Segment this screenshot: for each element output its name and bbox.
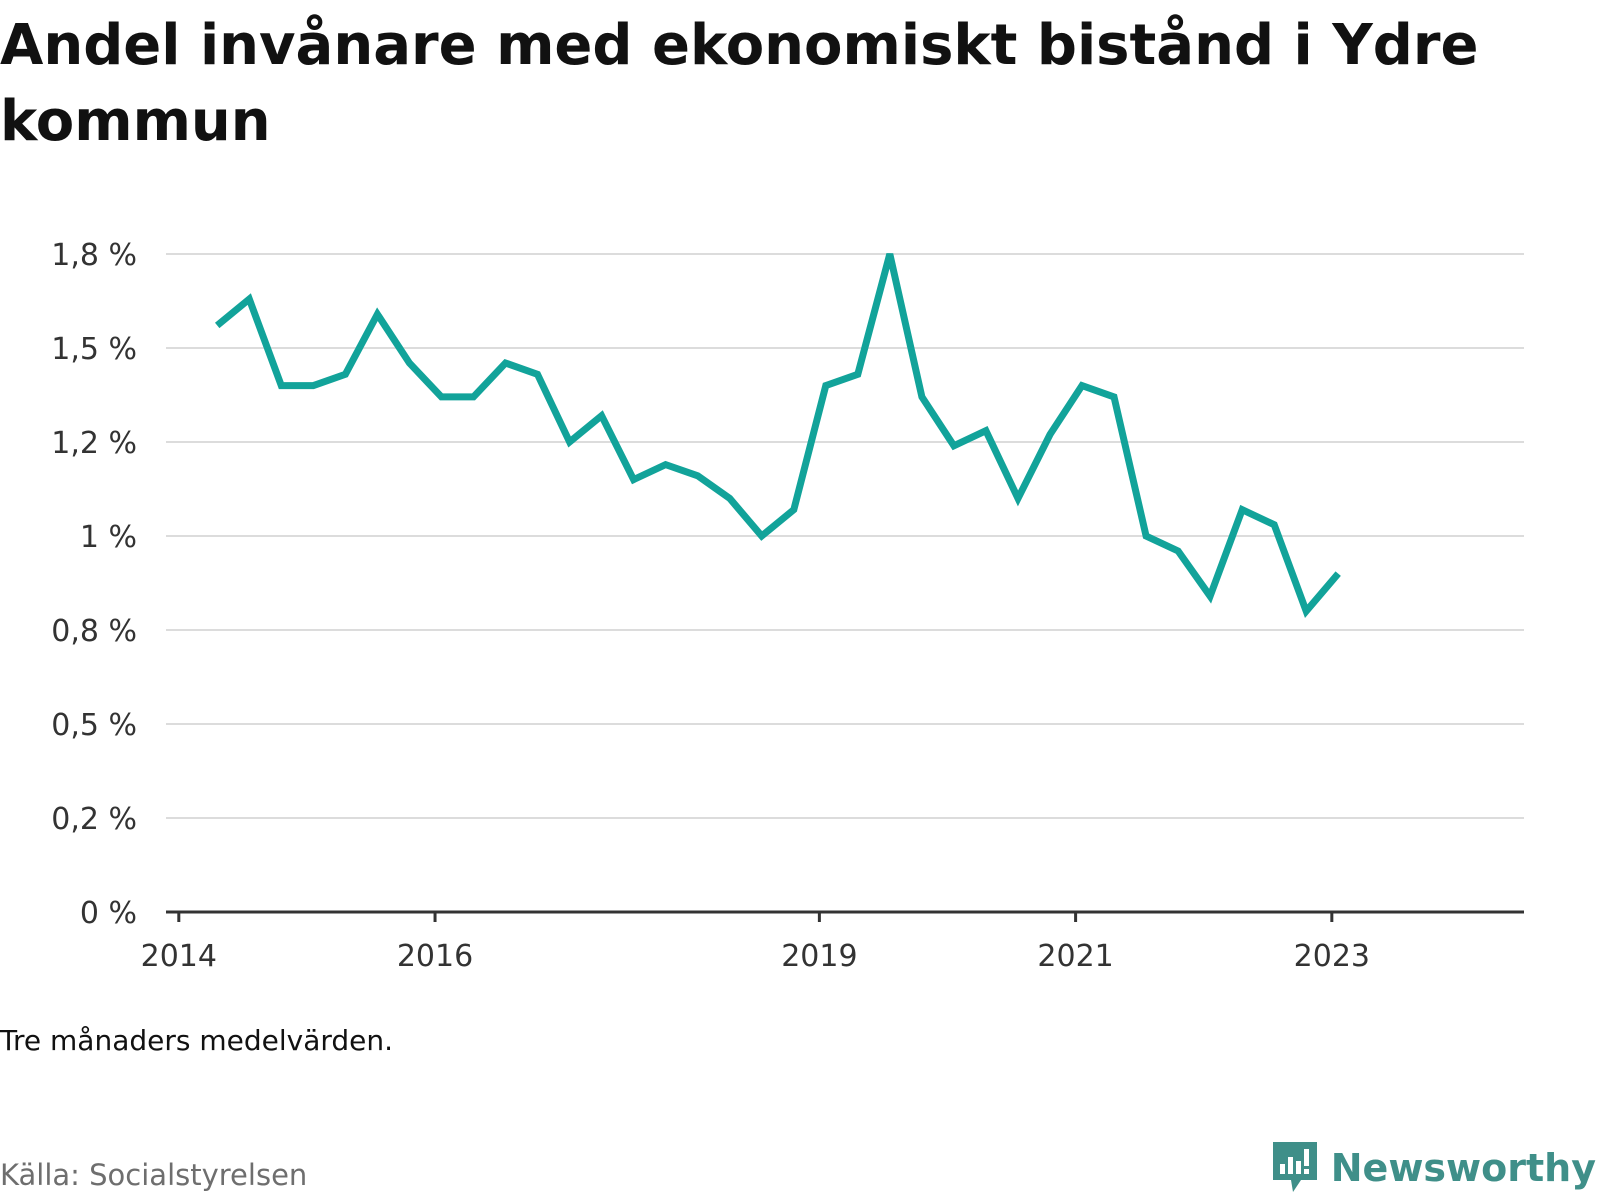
newsworthy-logo[interactable]: Newsworthy xyxy=(1271,1140,1596,1196)
x-axis-ticks: 2014 2016 2019 2021 2023 xyxy=(141,912,1370,974)
newsworthy-logo-icon xyxy=(1272,1142,1317,1192)
series-line xyxy=(214,253,1341,619)
y-tick-label: 1,2 % xyxy=(51,426,137,461)
line-chart: 0 % 0,2 % 0,5 % 0,8 % 1 % 1,2 % 1,5 % 1,8 % 201… xyxy=(51,238,1524,974)
source-label: Källa: Socialstyrelsen xyxy=(0,1158,308,1192)
y-tick-label: 0 % xyxy=(80,896,137,931)
y-tick-label: 0,2 % xyxy=(51,802,137,837)
x-tick-label: 2019 xyxy=(781,939,857,974)
y-tick-label: 1,8 % xyxy=(51,238,137,273)
brand-name: Newsworthy xyxy=(1330,1146,1596,1190)
x-tick-label: 2014 xyxy=(141,939,217,974)
chart-title: Andel invånare med ekonomiskt bistånd i … xyxy=(0,13,1479,154)
y-tick-label: 0,8 % xyxy=(51,614,137,649)
y-tick-label: 0,5 % xyxy=(51,708,137,743)
x-tick-label: 2021 xyxy=(1037,939,1113,974)
y-tick-label: 1 % xyxy=(80,520,137,555)
x-tick-label: 2016 xyxy=(397,939,473,974)
chart-note: Tre månaders medelvärden. xyxy=(0,1024,394,1057)
x-tick-label: 2023 xyxy=(1294,939,1370,974)
y-tick-label: 1,5 % xyxy=(51,332,137,367)
gridlines xyxy=(166,253,1524,819)
y-axis-labels: 0 % 0,2 % 0,5 % 0,8 % 1 % 1,2 % 1,5 % 1,8 % xyxy=(51,238,137,931)
